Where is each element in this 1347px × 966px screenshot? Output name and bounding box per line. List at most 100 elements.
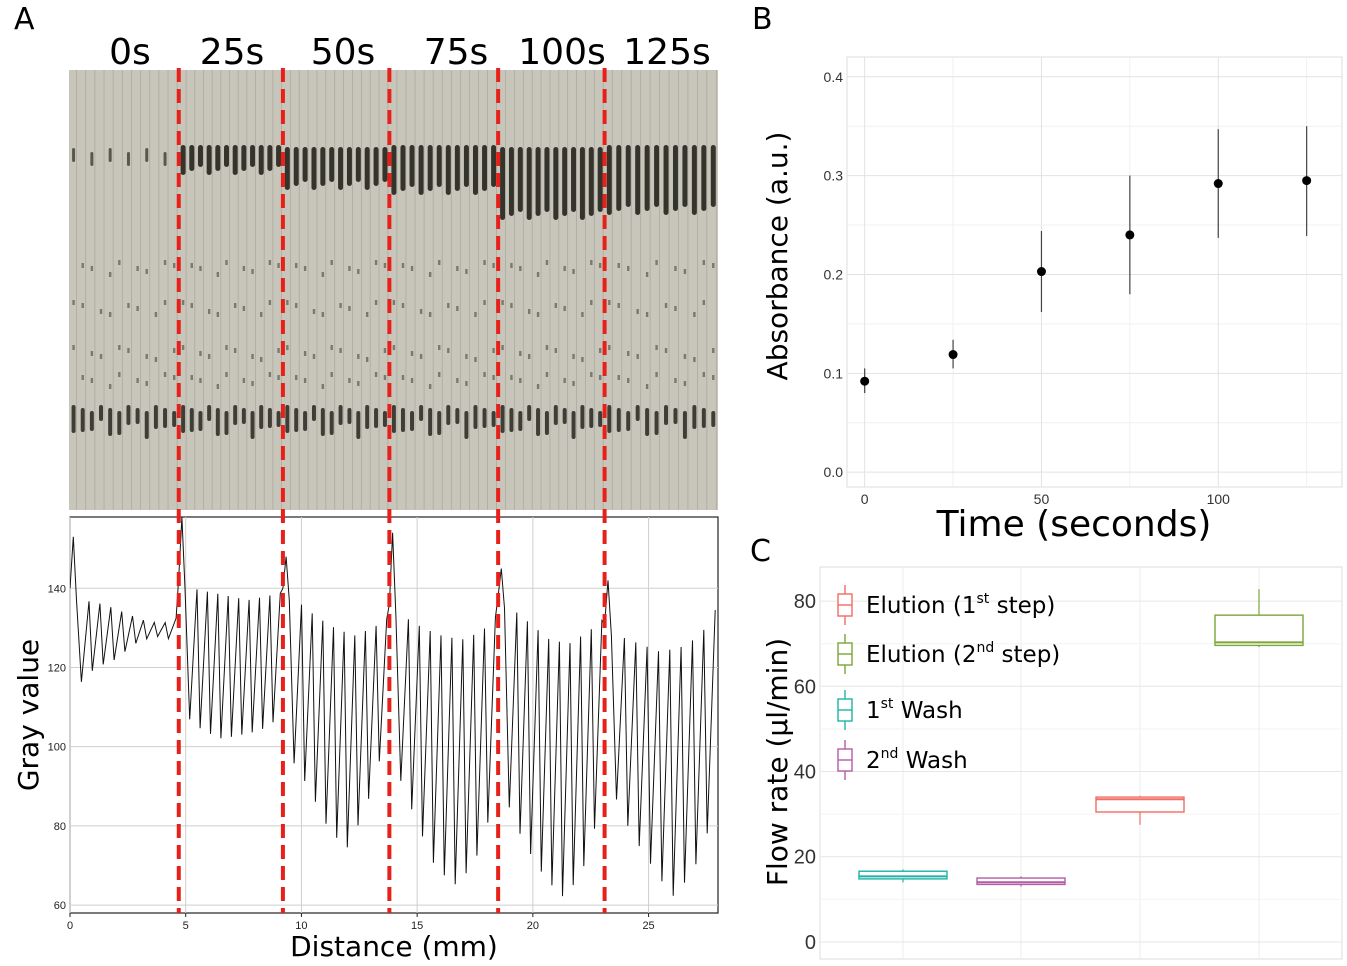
tick-label-y: 120: [48, 662, 66, 674]
plot-c-ylabel: Flow rate (µl/min): [761, 638, 794, 886]
gel-speck: [72, 345, 75, 350]
gel-speck: [465, 354, 468, 359]
gel-speck: [330, 345, 333, 350]
gel-speck: [410, 266, 414, 271]
gel-bottom-band: [410, 411, 415, 431]
gel-speck: [225, 345, 228, 350]
gel-bottom-band: [108, 408, 113, 436]
gel-speck: [492, 348, 495, 353]
gel-bottom-band: [544, 411, 549, 435]
gel-speck: [392, 345, 396, 350]
gel-bottom-band: [181, 405, 186, 433]
gel-time-label: 125s: [623, 32, 710, 73]
gel-speck: [438, 372, 441, 377]
gel-speck: [251, 381, 254, 386]
gel-speck: [268, 372, 272, 377]
gel-speck: [608, 345, 611, 350]
gel-speck: [712, 348, 715, 353]
gel-background: [69, 70, 718, 510]
gel-speck: [598, 375, 602, 380]
gel-bottom-band: [276, 411, 281, 427]
gel-speck: [260, 312, 263, 317]
gel-bottom-band: [80, 408, 85, 432]
gel-speck: [655, 345, 658, 350]
gel-bottom-band: [626, 411, 631, 431]
tick-label-x: 20: [527, 920, 539, 932]
legend-label-rest: step): [994, 642, 1060, 668]
gel-bottom-band: [99, 405, 104, 421]
gel-bottom-band: [285, 405, 290, 433]
gel-speck: [572, 381, 575, 386]
gel-speck: [163, 372, 167, 377]
gel-speck: [572, 354, 575, 359]
gel-speck: [519, 266, 522, 271]
gel-bottom-band: [645, 408, 650, 436]
gel-band: [635, 145, 641, 215]
gel-speck: [374, 260, 378, 265]
gel-speck: [374, 372, 378, 377]
gel-speck: [136, 306, 139, 311]
gel-time-label: 50s: [311, 32, 376, 73]
gel-speck: [674, 378, 677, 383]
gel-image: [69, 70, 718, 510]
gel-band: [346, 147, 352, 186]
gel-speck: [348, 266, 351, 271]
gel-bottom-band: [589, 408, 594, 428]
gel-bottom-band: [428, 408, 433, 436]
gel-speck: [428, 312, 432, 317]
gel-speck: [136, 378, 139, 383]
gel-bottom-band: [437, 411, 442, 435]
tick-label-y: 0.0: [824, 464, 844, 480]
gel-bottom-band: [172, 411, 177, 427]
gel-band: [445, 145, 451, 195]
gel-speck: [636, 354, 639, 359]
gel-speck: [72, 300, 75, 305]
gel-bottom-band: [89, 411, 94, 431]
gel-speck: [527, 354, 531, 359]
gel-speck: [536, 272, 540, 277]
gel-speck: [590, 372, 593, 377]
panel-label-a: A: [14, 2, 35, 37]
gel-speck: [81, 375, 84, 380]
gel-speck: [216, 272, 220, 277]
gel-speck: [702, 300, 706, 305]
gel-bottom-band: [571, 411, 576, 439]
gel-speck: [527, 309, 531, 314]
gel-band: [409, 145, 415, 187]
gel-speck: [286, 300, 289, 305]
gel-time-label: 100s: [518, 32, 605, 73]
gel-bottom-band: [400, 408, 405, 432]
gel-band: [672, 145, 678, 211]
gel-band: [311, 147, 317, 190]
gel-band: [701, 145, 707, 211]
gel-speck: [90, 378, 94, 383]
gel-speck: [321, 272, 325, 277]
gel-band: [206, 145, 212, 175]
legend-label-main: 2: [866, 748, 881, 774]
gel-speck: [242, 378, 246, 383]
gel-speck: [545, 345, 549, 350]
legend-label-main: 1: [866, 698, 881, 724]
gel-speck: [519, 351, 522, 356]
gel-bottom-band: [198, 411, 203, 431]
gel-band: [364, 147, 370, 190]
gel-band: [329, 147, 335, 182]
plot-a-ylabel: Gray value: [12, 639, 45, 791]
gel-band: [180, 145, 186, 175]
gel-speck: [563, 306, 566, 311]
gel-speck: [617, 263, 620, 268]
gel-speck: [225, 372, 228, 377]
tick-label-x: 0: [861, 491, 869, 507]
gel-band: [571, 147, 577, 212]
gel-speck: [438, 260, 441, 265]
gel-speck: [590, 300, 593, 305]
gel-speck: [410, 378, 414, 383]
gel-speck: [225, 260, 228, 265]
gel-speck: [419, 309, 423, 314]
gel-speck: [456, 378, 459, 383]
gel-speck: [554, 303, 558, 308]
gel-bottom-band: [553, 405, 558, 425]
gel-speck: [645, 272, 649, 277]
gel-band: [508, 147, 514, 216]
plot-b-ylabel: Absorbance (a.u.): [761, 132, 794, 381]
